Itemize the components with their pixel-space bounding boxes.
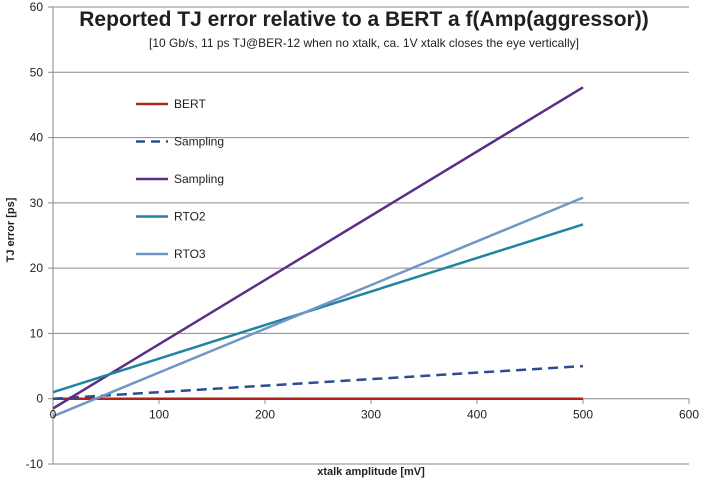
y-tick-label: 40 bbox=[30, 131, 44, 145]
axes bbox=[48, 6, 690, 465]
y-tick-label: 10 bbox=[30, 326, 44, 340]
y-tick-label: 60 bbox=[30, 0, 44, 14]
y-tick-label: 50 bbox=[30, 65, 44, 79]
chart-subtitle: [10 Gb/s, 11 ps TJ@BER-12 when no xtalk,… bbox=[149, 36, 579, 50]
gridlines bbox=[53, 6, 689, 465]
x-tick-label: 200 bbox=[255, 408, 275, 422]
legend-label-2: Sampling bbox=[174, 172, 224, 186]
y-tick-label: 20 bbox=[30, 261, 44, 275]
legend: BERT Sampling Sampling RTO2 RTO3 bbox=[136, 97, 224, 261]
series-line-1 bbox=[52, 364, 584, 400]
x-tick-label: 500 bbox=[573, 408, 593, 422]
y-tick-label: 0 bbox=[36, 392, 43, 406]
legend-label-3: RTO2 bbox=[174, 210, 206, 224]
x-tick-label: 0 bbox=[50, 408, 57, 422]
x-tick-label: 400 bbox=[467, 408, 487, 422]
series-lines bbox=[52, 86, 584, 418]
legend-label-1: Sampling bbox=[174, 135, 224, 149]
y-tick-label: 30 bbox=[30, 196, 44, 210]
x-tick-label: 600 bbox=[679, 408, 699, 422]
legend-label-4: RTO3 bbox=[174, 247, 206, 261]
x-axis-label: xtalk amplitude [mV] bbox=[317, 466, 425, 478]
series-line-2 bbox=[52, 86, 584, 410]
y-axis-label: TJ error [ps] bbox=[5, 197, 17, 262]
x-tick-label: 300 bbox=[361, 408, 381, 422]
legend-label-0: BERT bbox=[174, 97, 206, 111]
x-tick-label: 100 bbox=[149, 408, 169, 422]
series-line-4 bbox=[52, 196, 584, 418]
y-tick-label: -10 bbox=[26, 457, 44, 471]
chart-title: Reported TJ error relative to a BERT a f… bbox=[79, 8, 648, 31]
